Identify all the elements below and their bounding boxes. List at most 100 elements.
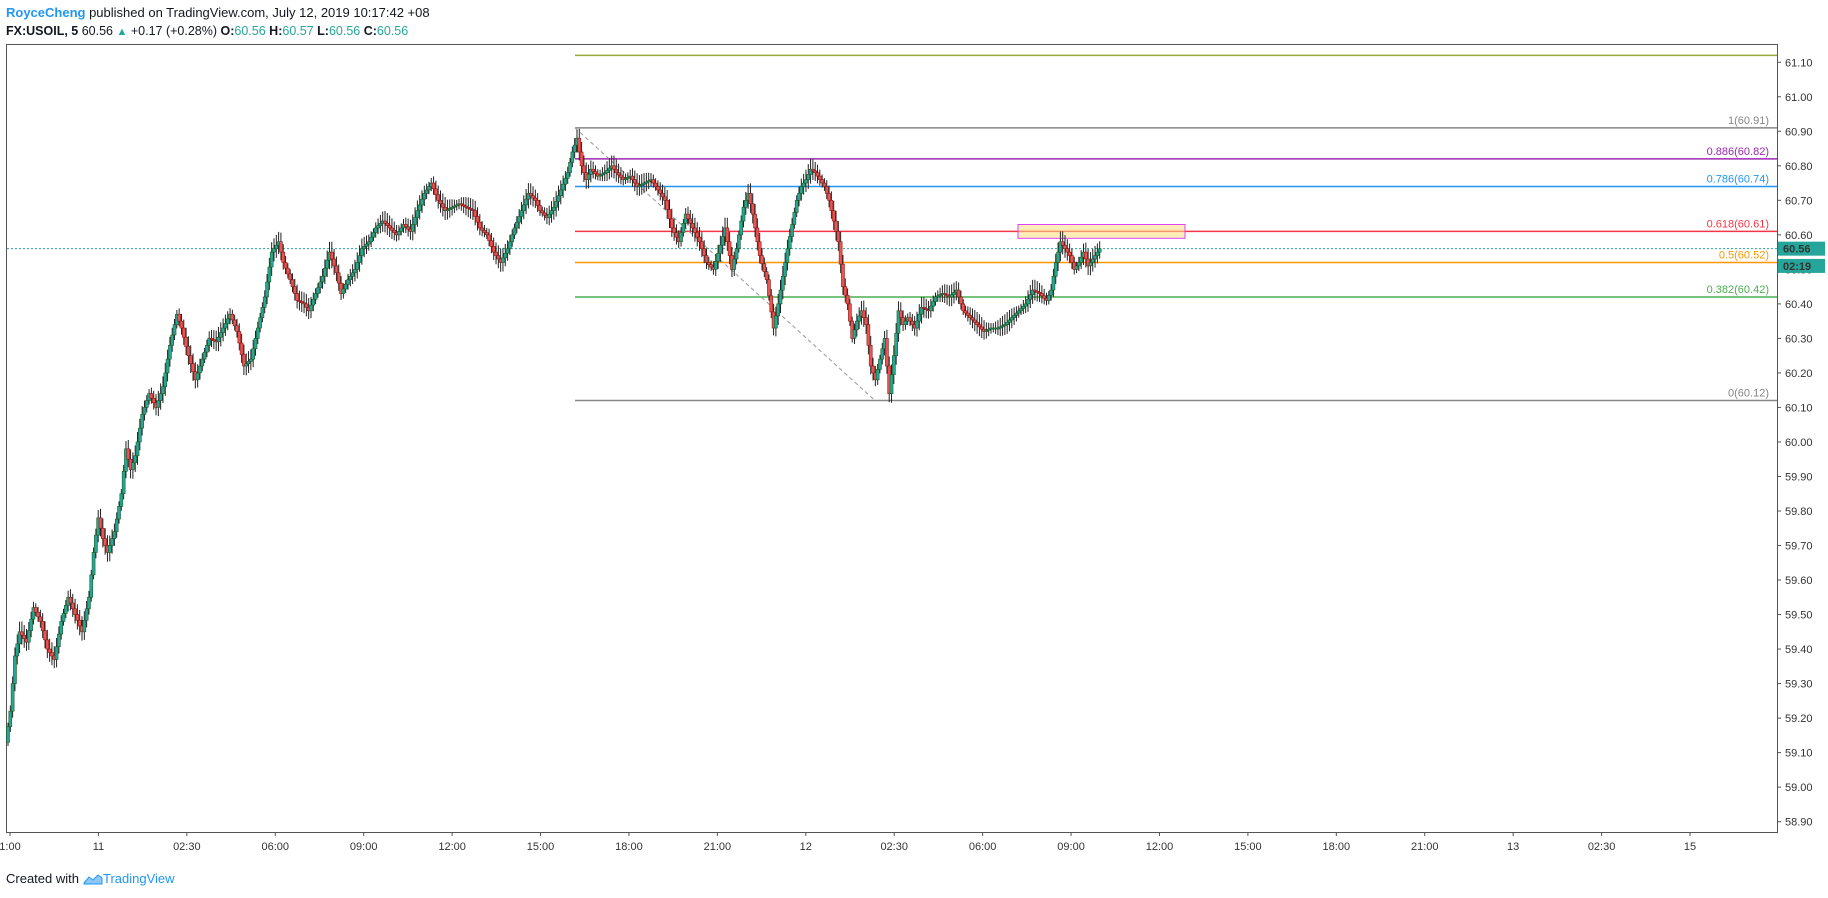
- candle-body: [260, 307, 265, 318]
- candle-body: [6, 726, 10, 743]
- y-tick-label: 59.00: [1785, 782, 1813, 794]
- candle-body: [1021, 305, 1026, 309]
- y-tick-label: 61.00: [1785, 92, 1813, 104]
- candle-body: [237, 331, 242, 344]
- candle-body: [949, 294, 954, 298]
- candle-body: [681, 223, 686, 233]
- candle-body: [27, 630, 31, 643]
- candle-body: [702, 248, 706, 256]
- candle-body: [364, 243, 369, 247]
- candle-body: [75, 614, 80, 621]
- fib-level-label: 0.886(60.82): [1707, 146, 1769, 158]
- candle-body: [787, 236, 792, 249]
- candle-body: [1012, 315, 1016, 318]
- candle-body: [586, 174, 591, 180]
- candle-body: [443, 206, 447, 211]
- candle-body: [552, 206, 556, 211]
- candle-body: [181, 327, 186, 338]
- candle-body: [767, 279, 771, 297]
- fib-level-label: 1(60.91): [1728, 115, 1769, 127]
- candle-body: [623, 178, 628, 180]
- candle-body: [487, 234, 491, 241]
- low-label: L:: [317, 24, 329, 38]
- candle-body: [286, 267, 290, 275]
- candle-body: [114, 518, 119, 532]
- candle-body: [639, 183, 644, 186]
- fib-retracement-tool[interactable]: 1(60.91) 0.886(60.82) 0.786(60.74) 0.618(60…: [7, 54, 1777, 402]
- candle-body: [10, 683, 15, 712]
- candle-body: [468, 208, 473, 210]
- symbol-label[interactable]: FX:USOIL, 5: [6, 24, 79, 38]
- candle-body: [855, 320, 859, 331]
- candle-body: [704, 255, 709, 263]
- candle-body: [972, 319, 977, 323]
- candle-body: [526, 193, 531, 200]
- candle-body: [561, 183, 565, 191]
- candle-body: [505, 248, 510, 254]
- x-tick-label: 15:00: [527, 841, 555, 853]
- candle-body: [138, 427, 142, 443]
- candle-body: [297, 300, 302, 302]
- candle-body: [968, 315, 972, 318]
- candle-body: [910, 320, 915, 325]
- candle-body: [288, 273, 292, 281]
- candle-body: [392, 229, 397, 233]
- author-link[interactable]: RoyceCheng: [6, 5, 86, 20]
- y-tick-label: 60.70: [1785, 195, 1813, 207]
- candle-body: [975, 321, 979, 325]
- time-axis[interactable]: 1:00 11 02:30 06:00 09:00 12:00 15:00 18:00 21:0…: [0, 832, 1696, 853]
- fib-level-label: 0(60.12): [1728, 388, 1769, 400]
- candle-body: [244, 363, 249, 367]
- candle-body: [741, 206, 746, 222]
- candle-body: [362, 246, 366, 249]
- candle-body: [302, 302, 306, 305]
- fib-trend-line[interactable]: [574, 127, 876, 401]
- x-tick-label: 21:00: [704, 841, 732, 853]
- x-tick-label: 09:00: [1057, 841, 1085, 853]
- candle-body: [149, 393, 154, 399]
- candle-body: [556, 195, 561, 202]
- candle-body: [309, 304, 313, 312]
- candle-body: [540, 210, 545, 214]
- highlight-zone-rect[interactable]: [1017, 223, 1186, 239]
- candle-body: [790, 224, 794, 237]
- fib-level-label: 0.786(60.74): [1707, 174, 1769, 186]
- candle-body: [577, 137, 582, 153]
- candle-body: [119, 493, 124, 507]
- candle-body: [727, 241, 732, 256]
- candle-body: [325, 259, 329, 269]
- candle-body: [198, 365, 202, 374]
- price-axis[interactable]: 61.1061.0060.9060.8060.7060.6060.5060.40…: [1777, 57, 1825, 829]
- candle-body: [986, 328, 991, 331]
- candle-body: [582, 165, 586, 174]
- candle-body: [857, 315, 861, 322]
- y-tick-label: 60.40: [1785, 299, 1813, 311]
- candle-body: [1053, 262, 1058, 277]
- candle-body: [188, 355, 193, 365]
- up-arrow-icon: ▲: [116, 26, 128, 38]
- candle-body: [533, 197, 538, 201]
- y-tick-label: 59.40: [1785, 644, 1813, 656]
- candle-body: [866, 324, 871, 346]
- candle-body: [45, 639, 50, 650]
- candle-body: [195, 372, 200, 381]
- candle-body: [880, 348, 885, 360]
- candle-body: [1097, 248, 1102, 253]
- tradingview-logo-icon: [83, 873, 103, 884]
- tradingview-brand-label[interactable]: TradingView: [102, 871, 175, 886]
- candle-body: [797, 193, 801, 201]
- tradingview-link[interactable]: TradingView: [83, 871, 175, 886]
- candle-body: [424, 189, 429, 194]
- y-tick-label: 59.90: [1785, 471, 1813, 483]
- candle-body: [242, 354, 246, 367]
- candle-body: [1014, 312, 1019, 316]
- candle-body: [221, 327, 225, 333]
- candle-body: [290, 279, 295, 287]
- candle-body: [515, 221, 519, 229]
- countdown-badge-bg: [1778, 258, 1825, 273]
- candle-body: [646, 180, 651, 183]
- candle-body: [209, 338, 214, 340]
- candle-body: [707, 262, 711, 266]
- candle-body: [1079, 256, 1083, 263]
